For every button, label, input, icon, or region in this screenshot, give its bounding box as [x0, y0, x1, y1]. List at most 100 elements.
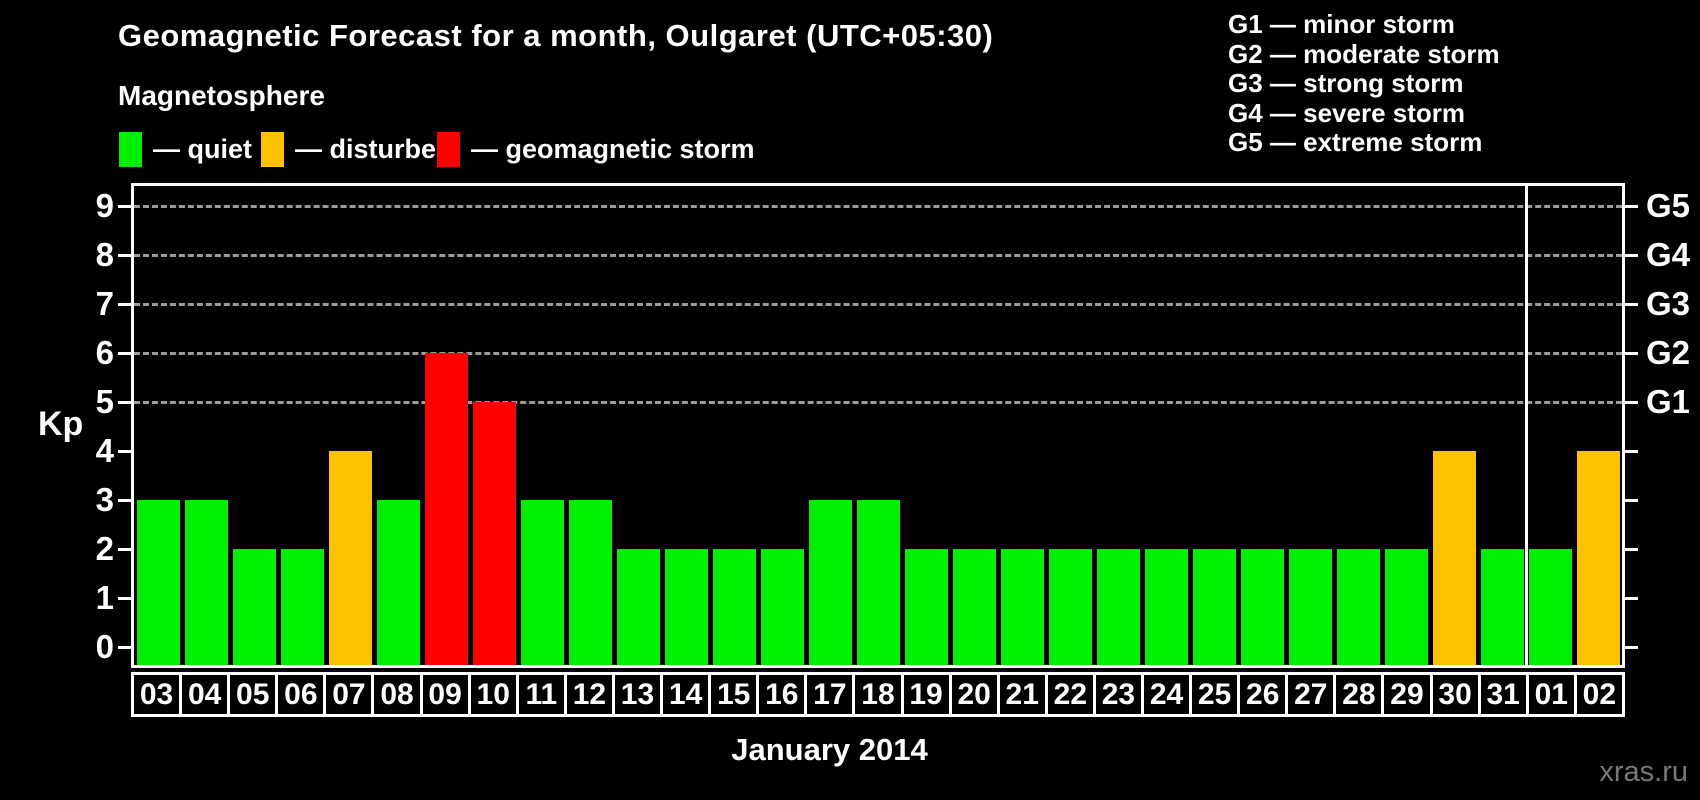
- kp-bar-03: [136, 500, 180, 665]
- right-axis-tick-3: [1625, 498, 1638, 502]
- right-axis-tick-5: [1625, 400, 1638, 404]
- x-axis-day-cell: 21: [996, 672, 1045, 717]
- g-scale-label-G4: G4: [1646, 236, 1691, 273]
- gridline-kp7: [134, 302, 1622, 306]
- g-scale-label-G1: G1: [1646, 383, 1691, 420]
- x-axis-day-cell: 19: [900, 672, 949, 717]
- kp-bar-20: [952, 549, 996, 665]
- y-axis-tick-5: [118, 400, 131, 404]
- legend-label-storm: — geomagnetic storm: [471, 134, 755, 164]
- kp-bar-29: [1384, 549, 1428, 665]
- x-axis-day-cell: 29: [1381, 672, 1430, 717]
- y-axis-label-4: 4: [95, 432, 114, 469]
- kp-bar-18: [856, 500, 900, 665]
- x-axis-day-cell: 03: [131, 672, 180, 717]
- legend-item-quiet: — quiet: [119, 132, 252, 167]
- x-axis-day-cell: 02: [1573, 672, 1625, 717]
- plot-inner: [134, 186, 1622, 665]
- kp-bar-27: [1288, 549, 1332, 665]
- kp-bar-02: [1576, 451, 1620, 665]
- kp-bar-09: [424, 353, 468, 665]
- x-axis-day-row: 03 04 05 06 07 08 09 10 11 12 13 14 15 16 17 18 19 20 21 22…: [131, 672, 1625, 717]
- kp-bar-22: [1048, 549, 1092, 665]
- x-axis-day-cell: 23: [1092, 672, 1141, 717]
- kp-bar-10: [472, 402, 516, 665]
- kp-bar-23: [1096, 549, 1140, 665]
- y-axis-label-1: 1: [95, 579, 114, 616]
- y-axis-label-3: 3: [95, 481, 114, 518]
- kp-bar-06: [280, 549, 324, 665]
- kp-bar-26: [1240, 549, 1284, 665]
- x-axis-day-cell: 01: [1525, 672, 1574, 717]
- x-axis-day-cell: 20: [948, 672, 997, 717]
- x-axis-day-cell: 08: [371, 672, 420, 717]
- storm-scale-item: G4 — severe storm: [1228, 97, 1466, 128]
- kp-bar-15: [712, 549, 756, 665]
- gridline-kp5: [134, 400, 1622, 404]
- storm-scale-item: G5 — extreme storm: [1228, 127, 1483, 157]
- x-axis-day-cell: 10: [467, 672, 516, 717]
- kp-bar-12: [568, 500, 612, 665]
- x-axis-day-cell: 26: [1237, 672, 1286, 717]
- gridline-kp8: [134, 253, 1622, 257]
- kp-bar-17: [808, 500, 852, 665]
- y-axis-label-5: 5: [95, 383, 114, 420]
- kp-bar-19: [904, 549, 948, 665]
- x-axis-day-cell: 16: [756, 672, 805, 717]
- chart-title: Geomagnetic Forecast for a month, Oulgar…: [118, 18, 994, 53]
- y-axis-label-9: 9: [95, 187, 114, 224]
- kp-bar-04: [184, 500, 228, 665]
- x-axis-day-cell: 15: [708, 672, 757, 717]
- disturbed-color-swatch: [261, 132, 284, 167]
- x-axis-title: January 2014: [731, 732, 928, 767]
- g-scale-label-G5: G5: [1646, 187, 1691, 224]
- kp-bar-31: [1480, 549, 1524, 665]
- y-axis-tick-7: [118, 302, 131, 306]
- legend-label-disturbed: — disturbed: [295, 134, 453, 164]
- plot-area: [131, 183, 1625, 668]
- kp-bar-08: [376, 500, 420, 665]
- right-axis-tick-2: [1625, 547, 1638, 551]
- y-axis-label-6: 6: [95, 334, 114, 371]
- x-axis-day-cell: 25: [1189, 672, 1238, 717]
- y-axis-tick-1: [118, 596, 131, 600]
- x-axis-day-cell: 30: [1429, 672, 1478, 717]
- x-axis-day-cell: 31: [1477, 672, 1526, 717]
- storm-scale-item: G3 — strong storm: [1228, 68, 1464, 98]
- kp-bar-21: [1000, 549, 1044, 665]
- right-axis-tick-1: [1625, 596, 1638, 600]
- g-scale-label-G3: G3: [1646, 285, 1691, 322]
- gridline-kp9: [134, 204, 1622, 208]
- x-axis-day-cell: 17: [804, 672, 853, 717]
- y-axis-label-0: 0: [95, 628, 114, 665]
- kp-bar-13: [616, 549, 660, 665]
- x-axis-day-cell: 14: [660, 672, 709, 717]
- kp-bar-05: [232, 549, 276, 665]
- y-axis-tick-9: [118, 204, 131, 208]
- y-axis-tick-3: [118, 498, 131, 502]
- x-axis-day-cell: 12: [563, 672, 612, 717]
- gridline-kp6: [134, 351, 1622, 355]
- y-axis-label-7: 7: [95, 285, 114, 322]
- x-axis-day-cell: 22: [1044, 672, 1093, 717]
- storm-scale-legend: G1 — minor storm G2 — moderate storm G3 — …: [1228, 9, 1500, 158]
- x-axis-day-cell: 27: [1285, 672, 1334, 717]
- y-axis-title: Kp: [38, 404, 84, 443]
- legend-heading: Magnetosphere: [118, 80, 325, 111]
- x-axis-day-cell: 11: [515, 672, 564, 717]
- kp-bar-16: [760, 549, 804, 665]
- kp-bar-30: [1432, 451, 1476, 665]
- x-axis-day-cell: 18: [852, 672, 901, 717]
- kp-bar-07: [328, 451, 372, 665]
- storm-color-swatch: [437, 132, 460, 167]
- x-axis-day-cell: 09: [419, 672, 468, 717]
- x-axis-day-cell: 04: [179, 672, 228, 717]
- month-separator-line: [1524, 186, 1528, 665]
- right-axis-tick-9: [1625, 204, 1638, 208]
- kp-bar-28: [1336, 549, 1380, 665]
- x-axis-day-cell: 06: [275, 672, 324, 717]
- right-axis-tick-7: [1625, 302, 1638, 306]
- storm-scale-item: G1 — minor storm: [1228, 9, 1455, 39]
- legend-item-storm: — geomagnetic storm: [437, 132, 755, 167]
- x-axis-day-cell: 28: [1333, 672, 1382, 717]
